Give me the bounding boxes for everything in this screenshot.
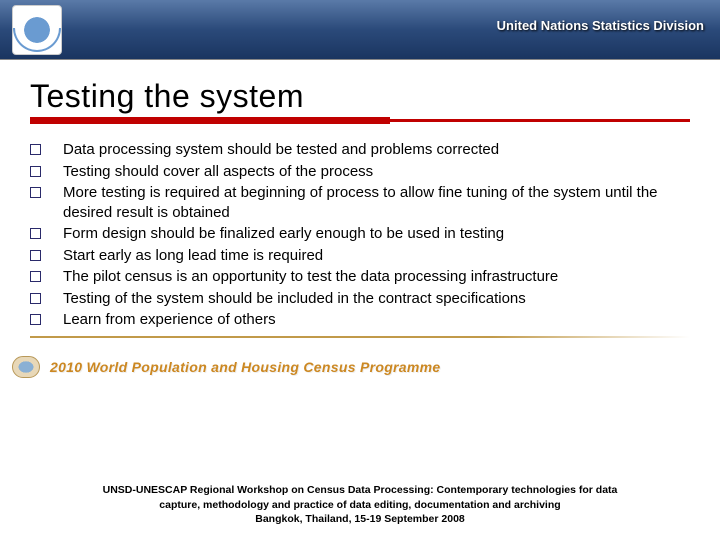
un-logo	[12, 5, 62, 55]
title-underline	[30, 119, 690, 122]
list-item: Start early as long lead time is require…	[30, 246, 690, 266]
bullet-text: Testing should cover all aspects of the …	[63, 162, 373, 182]
un-emblem-icon	[17, 10, 57, 50]
list-item: The pilot census is an opportunity to te…	[30, 267, 690, 287]
footer: UNSD-UNESCAP Regional Workshop on Census…	[0, 483, 720, 526]
list-item: Testing of the system should be included…	[30, 289, 690, 309]
bullet-text: Data processing system should be tested …	[63, 140, 499, 160]
bullet-text: The pilot census is an opportunity to te…	[63, 267, 558, 287]
bullet-text: More testing is required at beginning of…	[63, 183, 690, 222]
list-item: Testing should cover all aspects of the …	[30, 162, 690, 182]
footer-line-1: UNSD-UNESCAP Regional Workshop on Census…	[103, 484, 618, 496]
bullet-text: Start early as long lead time is require…	[63, 246, 323, 266]
bullet-checkbox-icon	[30, 250, 41, 261]
list-item: Data processing system should be tested …	[30, 140, 690, 160]
slide-title: Testing the system	[30, 78, 690, 115]
bullet-checkbox-icon	[30, 166, 41, 177]
header-org-text: United Nations Statistics Division	[497, 18, 704, 33]
bullet-checkbox-icon	[30, 144, 41, 155]
header-bar: United Nations Statistics Division	[0, 0, 720, 60]
globe-icon	[12, 356, 40, 378]
content-divider	[30, 336, 690, 338]
bullet-text: Testing of the system should be included…	[63, 289, 526, 309]
list-item: Form design should be finalized early en…	[30, 224, 690, 244]
bullet-checkbox-icon	[30, 314, 41, 325]
bullet-list: Data processing system should be tested …	[0, 128, 720, 330]
footer-line-3: Bangkok, Thailand, 15-19 September 2008	[255, 513, 465, 525]
footer-line-2: capture, methodology and practice of dat…	[159, 499, 560, 511]
list-item: More testing is required at beginning of…	[30, 183, 690, 222]
bullet-checkbox-icon	[30, 228, 41, 239]
bullet-checkbox-icon	[30, 187, 41, 198]
title-area: Testing the system	[0, 60, 720, 128]
bullet-text: Form design should be finalized early en…	[63, 224, 504, 244]
programme-bar: 2010 World Population and Housing Census…	[0, 352, 720, 382]
programme-text: 2010 World Population and Housing Census…	[50, 359, 440, 375]
bullet-text: Learn from experience of others	[63, 310, 276, 330]
list-item: Learn from experience of others	[30, 310, 690, 330]
bullet-checkbox-icon	[30, 293, 41, 304]
bullet-checkbox-icon	[30, 271, 41, 282]
